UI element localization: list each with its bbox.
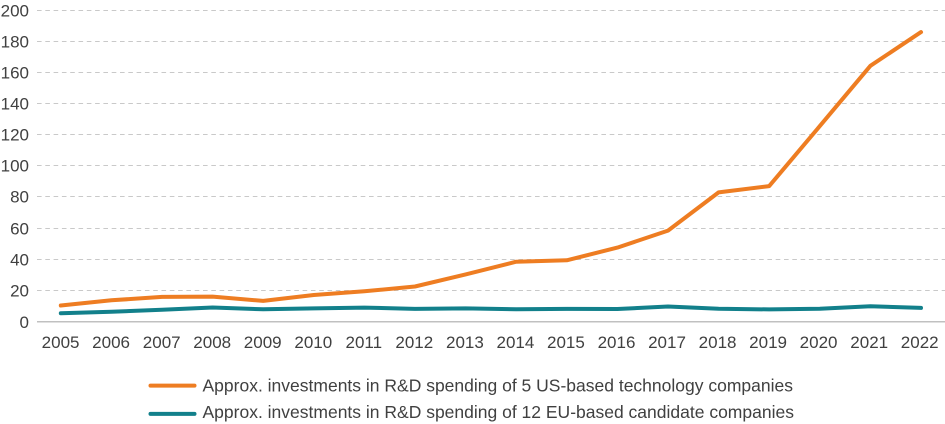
svg-text:140: 140 bbox=[1, 95, 29, 114]
svg-text:2019: 2019 bbox=[749, 333, 787, 352]
svg-text:Approx. investments in R&D spe: Approx. investments in R&D spending of 5… bbox=[203, 375, 794, 395]
svg-text:2011: 2011 bbox=[346, 333, 383, 352]
svg-text:100: 100 bbox=[1, 157, 29, 176]
svg-text:2020: 2020 bbox=[800, 333, 838, 352]
svg-text:2021: 2021 bbox=[850, 333, 888, 352]
svg-text:120: 120 bbox=[1, 126, 29, 145]
svg-text:2006: 2006 bbox=[92, 333, 130, 352]
svg-text:2005: 2005 bbox=[42, 333, 80, 352]
svg-text:2008: 2008 bbox=[193, 333, 231, 352]
svg-text:2007: 2007 bbox=[143, 333, 181, 352]
svg-text:160: 160 bbox=[1, 64, 29, 83]
svg-text:2009: 2009 bbox=[244, 333, 282, 352]
svg-text:0: 0 bbox=[20, 313, 29, 332]
svg-text:20: 20 bbox=[10, 282, 29, 301]
svg-text:40: 40 bbox=[10, 251, 29, 270]
svg-text:180: 180 bbox=[1, 33, 29, 52]
svg-text:2010: 2010 bbox=[294, 333, 332, 352]
svg-text:2012: 2012 bbox=[395, 333, 433, 352]
svg-text:2013: 2013 bbox=[446, 333, 484, 352]
svg-text:2014: 2014 bbox=[496, 333, 534, 352]
svg-text:60: 60 bbox=[10, 220, 29, 239]
svg-text:2017: 2017 bbox=[648, 333, 686, 352]
svg-text:2015: 2015 bbox=[547, 333, 585, 352]
svg-text:80: 80 bbox=[10, 188, 29, 207]
svg-text:2018: 2018 bbox=[699, 333, 737, 352]
svg-text:2022: 2022 bbox=[901, 333, 939, 352]
svg-text:2016: 2016 bbox=[598, 333, 636, 352]
svg-text:Approx. investments in R&D spe: Approx. investments in R&D spending of 1… bbox=[203, 402, 795, 422]
svg-text:200: 200 bbox=[1, 2, 29, 21]
